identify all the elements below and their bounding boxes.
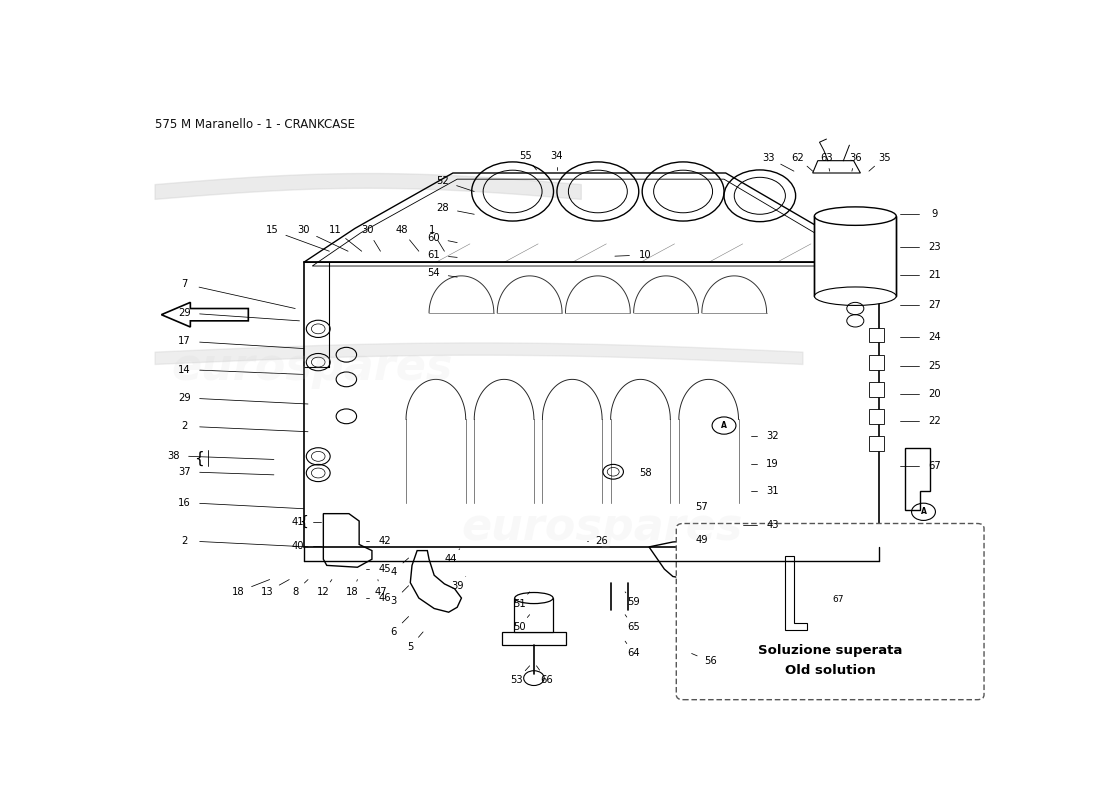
Text: 45: 45 bbox=[378, 564, 390, 574]
Text: {: { bbox=[195, 450, 204, 466]
Text: 50: 50 bbox=[513, 622, 526, 632]
Text: 6: 6 bbox=[390, 627, 396, 637]
Text: 58: 58 bbox=[639, 468, 652, 478]
Bar bbox=[503, 632, 566, 646]
Text: 27: 27 bbox=[928, 301, 940, 310]
Text: 2: 2 bbox=[182, 536, 188, 546]
Text: 19: 19 bbox=[767, 459, 779, 470]
Text: 64: 64 bbox=[627, 649, 640, 658]
Text: 7: 7 bbox=[182, 279, 188, 289]
Text: 52: 52 bbox=[437, 176, 449, 186]
Text: A: A bbox=[722, 421, 727, 430]
Text: 18: 18 bbox=[346, 587, 359, 597]
Text: 34: 34 bbox=[551, 150, 563, 161]
Text: 46: 46 bbox=[378, 593, 390, 603]
Text: 53: 53 bbox=[510, 675, 524, 685]
Text: 44: 44 bbox=[446, 554, 458, 564]
Text: 28: 28 bbox=[437, 203, 449, 213]
Text: 25: 25 bbox=[928, 361, 940, 371]
Text: 32: 32 bbox=[767, 431, 779, 441]
Text: 56: 56 bbox=[704, 657, 717, 666]
Text: 13: 13 bbox=[261, 587, 274, 597]
Ellipse shape bbox=[814, 207, 896, 226]
Text: 16: 16 bbox=[178, 498, 190, 507]
Ellipse shape bbox=[814, 287, 896, 306]
Bar bbox=[869, 382, 884, 397]
Text: 36: 36 bbox=[849, 153, 861, 162]
Text: 575 M Maranello - 1 - CRANKCASE: 575 M Maranello - 1 - CRANKCASE bbox=[154, 118, 354, 130]
Text: Old solution: Old solution bbox=[784, 664, 876, 677]
Text: {: { bbox=[299, 515, 308, 529]
Bar bbox=[814, 216, 896, 296]
Text: 8: 8 bbox=[293, 587, 298, 597]
Bar bbox=[869, 409, 884, 424]
Text: 51: 51 bbox=[513, 598, 526, 609]
Text: 23: 23 bbox=[928, 242, 940, 252]
Text: 17: 17 bbox=[178, 336, 190, 346]
Ellipse shape bbox=[515, 593, 553, 603]
Text: 65: 65 bbox=[627, 622, 640, 632]
Text: 3: 3 bbox=[390, 596, 396, 606]
Text: 2: 2 bbox=[182, 421, 188, 431]
Text: 22: 22 bbox=[928, 416, 940, 426]
Text: 31: 31 bbox=[767, 486, 779, 497]
Text: 59: 59 bbox=[627, 598, 640, 607]
Text: 33: 33 bbox=[762, 153, 774, 162]
Text: 11: 11 bbox=[329, 226, 342, 235]
Text: eurospares: eurospares bbox=[462, 506, 742, 549]
Text: 5: 5 bbox=[407, 642, 414, 652]
Bar bbox=[869, 436, 884, 451]
Text: 43: 43 bbox=[767, 520, 779, 530]
Text: 21: 21 bbox=[928, 270, 940, 280]
Text: 24: 24 bbox=[928, 333, 940, 342]
Text: 40: 40 bbox=[292, 541, 304, 550]
Text: 1: 1 bbox=[428, 226, 435, 235]
Text: 62: 62 bbox=[791, 153, 804, 162]
Text: 38: 38 bbox=[167, 450, 179, 461]
Text: 47: 47 bbox=[374, 587, 387, 597]
Text: 35: 35 bbox=[878, 153, 891, 162]
Bar bbox=[515, 598, 552, 632]
Text: 15: 15 bbox=[266, 226, 278, 235]
Text: 39: 39 bbox=[451, 581, 463, 590]
Text: 57: 57 bbox=[695, 502, 708, 513]
Text: 49: 49 bbox=[695, 534, 708, 545]
Text: A: A bbox=[921, 507, 926, 516]
Text: 29: 29 bbox=[178, 393, 190, 403]
Text: 61: 61 bbox=[427, 250, 440, 260]
Text: 9: 9 bbox=[932, 210, 938, 219]
Text: 26: 26 bbox=[596, 536, 608, 546]
Text: 67: 67 bbox=[928, 461, 940, 470]
Bar bbox=[869, 328, 884, 342]
Text: 30: 30 bbox=[297, 226, 310, 235]
Text: 55: 55 bbox=[519, 150, 531, 161]
Text: Soluzione superata: Soluzione superata bbox=[758, 644, 902, 657]
Text: 67: 67 bbox=[833, 594, 844, 604]
Text: 37: 37 bbox=[178, 466, 190, 477]
Text: 66: 66 bbox=[540, 675, 553, 685]
Text: 18: 18 bbox=[232, 587, 244, 597]
Text: 29: 29 bbox=[178, 308, 190, 318]
Text: 20: 20 bbox=[928, 389, 940, 399]
Text: eurospares: eurospares bbox=[172, 346, 453, 389]
Text: 63: 63 bbox=[820, 153, 833, 162]
Text: 41: 41 bbox=[292, 518, 304, 527]
Bar bbox=[869, 354, 884, 370]
Text: 30: 30 bbox=[362, 226, 374, 235]
Text: 48: 48 bbox=[396, 226, 408, 235]
Text: 60: 60 bbox=[427, 233, 440, 242]
Text: 10: 10 bbox=[638, 250, 651, 260]
Text: 54: 54 bbox=[427, 269, 440, 278]
Text: 42: 42 bbox=[378, 536, 390, 546]
Text: 12: 12 bbox=[317, 587, 330, 597]
FancyBboxPatch shape bbox=[676, 523, 984, 700]
Text: 14: 14 bbox=[178, 365, 190, 374]
Text: 4: 4 bbox=[390, 566, 396, 577]
